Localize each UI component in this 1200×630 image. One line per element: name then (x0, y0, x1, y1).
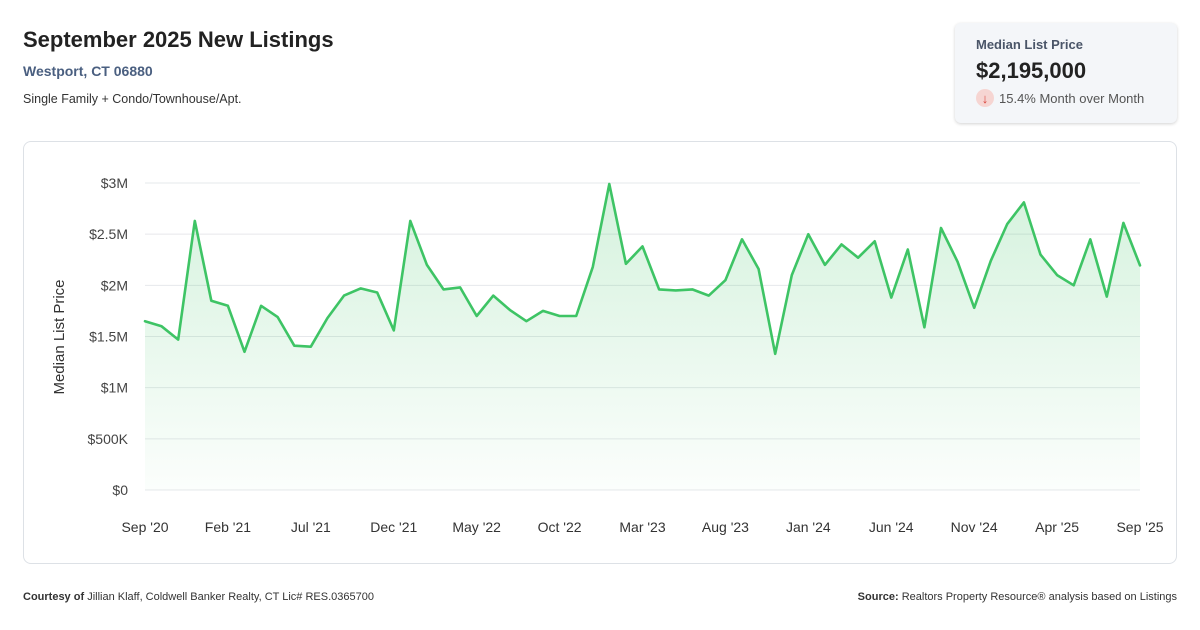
stat-label: Median List Price (976, 37, 1083, 52)
x-axis: Sep '20 Feb '21 Jul '21 Dec '21 May '22 Oct '… (121, 519, 1163, 535)
arrow-down-icon: ↓ (976, 89, 994, 107)
y-axis: $0 $500K $1M $1.5M $2M $2.5M $3M (88, 175, 129, 498)
footer-courtesy: Courtesy of Jillian Klaff, Coldwell Bank… (23, 591, 374, 603)
x-tick-label: Mar '23 (619, 519, 665, 535)
line-chart: $0 $500K $1M $1.5M $2M $2.5M $3M Sep '20 Feb '2… (51, 175, 1164, 535)
x-tick-label: Sep '25 (1116, 519, 1163, 535)
x-tick-label: Dec '21 (370, 519, 417, 535)
y-tick-label: $500K (88, 431, 129, 447)
footer-source: Source: Realtors Property Resource® anal… (858, 591, 1177, 603)
page-title: September 2025 New Listings (23, 27, 334, 52)
y-tick-label: $0 (112, 482, 128, 498)
location-label: Westport, CT 06880 (23, 63, 153, 79)
x-tick-label: Feb '21 (205, 519, 251, 535)
series-path (143, 182, 1142, 356)
median-price-card: Median List Price $2,195,000 ↓ 15.4% Mon… (955, 23, 1177, 123)
source-label: Source: (857, 591, 899, 603)
chart-panel: $0 $500K $1M $1.5M $2M $2.5M $3M Sep '20 Feb '2… (23, 141, 1177, 564)
y-tick-label: $3M (101, 175, 128, 191)
x-tick-label: Aug '23 (702, 519, 749, 535)
x-tick-label: Jan '24 (786, 519, 831, 535)
x-tick-label: May '22 (452, 519, 501, 535)
stat-change-text: 15.4% Month over Month (999, 90, 1145, 106)
series-line (143, 182, 1142, 356)
x-tick-label: Jun '24 (869, 519, 914, 535)
x-tick-label: Oct '22 (538, 519, 582, 535)
property-types-label: Single Family + Condo/Townhouse/Apt. (23, 92, 242, 106)
y-tick-label: $1.5M (89, 329, 128, 345)
stat-value: $2,195,000 (976, 58, 1087, 83)
courtesy-label: Courtesy of (23, 591, 85, 603)
area-fill (145, 184, 1140, 490)
x-tick-label: Jul '21 (291, 519, 331, 535)
y-axis-label: Median List Price (51, 279, 68, 394)
x-tick-label: Nov '24 (951, 519, 998, 535)
x-tick-label: Apr '25 (1035, 519, 1079, 535)
source-text: Realtors Property Resource® analysis bas… (901, 591, 1177, 603)
courtesy-text: Jillian Klaff, Coldwell Banker Realty, C… (87, 591, 374, 603)
y-tick-label: $1M (101, 380, 128, 396)
x-tick-label: Sep '20 (121, 519, 168, 535)
y-tick-label: $2.5M (89, 226, 128, 242)
area-path (145, 184, 1140, 490)
stat-change: ↓ 15.4% Month over Month (976, 89, 1177, 107)
y-tick-label: $2M (101, 277, 128, 293)
